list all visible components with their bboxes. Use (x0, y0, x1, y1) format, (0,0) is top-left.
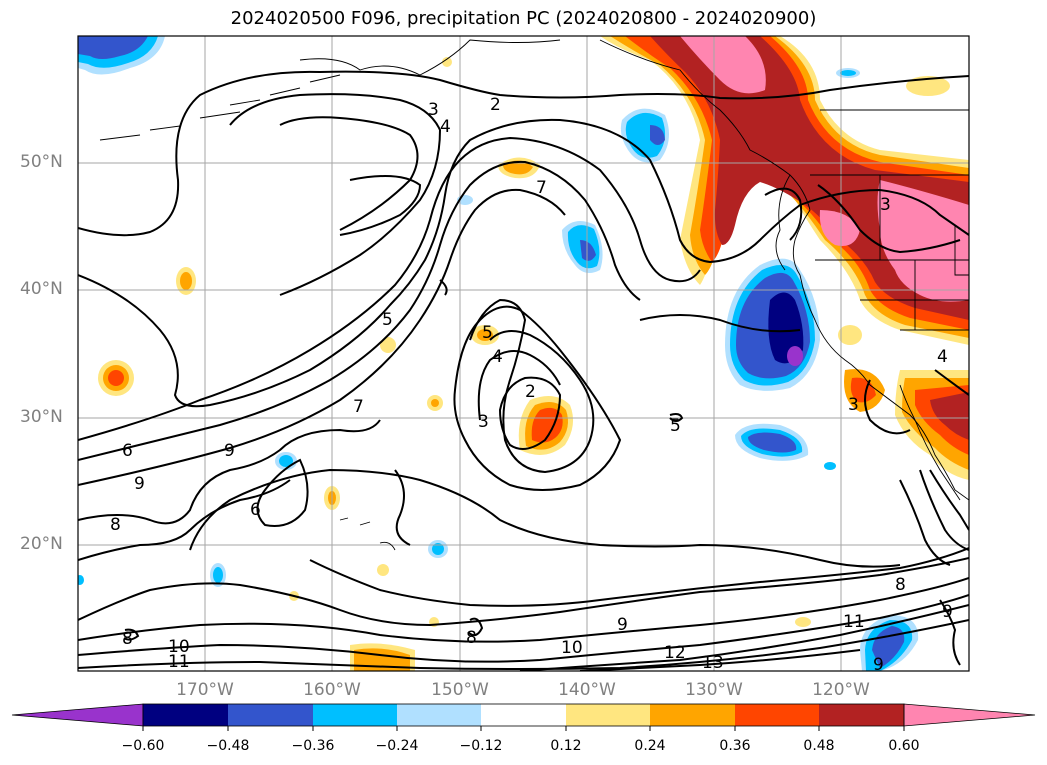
lon-label-150w: 150°W (431, 680, 489, 700)
contour-label-7b: 7 (353, 397, 364, 417)
colorbar-outline (142, 703, 905, 727)
contour-label-4c: 4 (937, 347, 948, 367)
contour-label-10a: 10 (168, 637, 190, 657)
colorbar-bin-8 (735, 704, 819, 726)
contour-label-3d: 3 (848, 395, 859, 415)
contour-label-3b: 3 (478, 412, 489, 432)
lat-label-50n: 50°N (20, 152, 63, 172)
contour-label-6a: 6 (122, 441, 133, 461)
contours (78, 70, 969, 671)
contour-label-9c: 9 (617, 615, 628, 635)
colorbar-tick-label: −0.12 (459, 738, 503, 754)
contour-label-11a: 11 (168, 652, 190, 672)
colorbar-extend-low (11, 703, 144, 727)
colorbar (11, 703, 1036, 731)
colorbar-bin-9 (819, 704, 904, 726)
contour-label-3c: 3 (880, 195, 891, 215)
contour-label-7a: 7 (536, 178, 547, 198)
colorbar-tick-label: 0.24 (634, 738, 666, 754)
lon-label-140w: 140°W (558, 680, 616, 700)
contour-label-4b: 4 (492, 347, 503, 367)
colorbar-bin-1 (143, 704, 228, 726)
contour-label-6b: 6 (250, 500, 261, 520)
lon-label-120w: 120°W (812, 680, 870, 700)
lon-label-160w: 160°W (303, 680, 361, 700)
contour-label-11b: 11 (843, 612, 865, 632)
contour-label-2a: 2 (490, 95, 501, 115)
colorbar-tick-label: 0.60 (888, 738, 920, 754)
contour-label-9e: 9 (873, 655, 884, 675)
colorbar-bin-3 (313, 704, 397, 726)
contour-label-5a: 5 (382, 310, 393, 330)
colorbar-tick-label: 0.36 (719, 738, 751, 754)
contour-label-8d: 8 (895, 575, 906, 595)
colorbar-bin-5 (481, 704, 566, 726)
contour-labels: 2 3 4 7 5 7 4 2 3 5 5 6 9 9 6 8 8 10 11 … (110, 95, 953, 675)
colorbar-tick-label: −0.48 (206, 738, 250, 754)
lat-label-30n: 30°N (20, 407, 63, 427)
contour-label-8a: 8 (110, 515, 121, 535)
contour-label-9b: 9 (134, 474, 145, 494)
contour-label-5b: 5 (482, 323, 493, 343)
map-title: 2024020500 F096, precipitation PC (20240… (230, 8, 817, 29)
colorbar-bin-2 (228, 704, 313, 726)
graticule (78, 36, 969, 671)
contour-label-8c: 8 (466, 628, 477, 648)
contour-label-9d: 9 (942, 602, 953, 622)
contour-label-8b: 8 (122, 629, 133, 649)
contour-label-10b: 10 (561, 638, 583, 658)
colorbar-tick-label: −0.60 (121, 738, 165, 754)
colorbar-bin-4 (397, 704, 481, 726)
lat-label-20n: 20°N (20, 534, 63, 554)
colorbar-bin-6 (566, 704, 650, 726)
contour-label-9a: 9 (224, 441, 235, 461)
contour-label-2b: 2 (525, 382, 536, 402)
contour-label-4a: 4 (440, 117, 451, 137)
lon-label-170w: 170°W (176, 680, 234, 700)
contour-label-12: 12 (664, 643, 686, 663)
map-frame (77, 35, 970, 672)
lon-label-130w: 130°W (685, 680, 743, 700)
colorbar-bin-7 (650, 704, 735, 726)
contour-label-5c: 5 (670, 416, 681, 436)
precip-shading (78, 36, 969, 671)
colorbar-tick-label: −0.24 (375, 738, 419, 754)
contour-label-13: 13 (702, 653, 724, 673)
colorbar-tick-label: 0.48 (803, 738, 835, 754)
colorbar-extend-high (903, 703, 1036, 727)
colorbar-tick-label: 0.12 (550, 738, 582, 754)
lat-label-40n: 40°N (20, 279, 63, 299)
contour-label-3a: 3 (428, 100, 439, 120)
colorbar-tick-label: −0.36 (291, 738, 335, 754)
